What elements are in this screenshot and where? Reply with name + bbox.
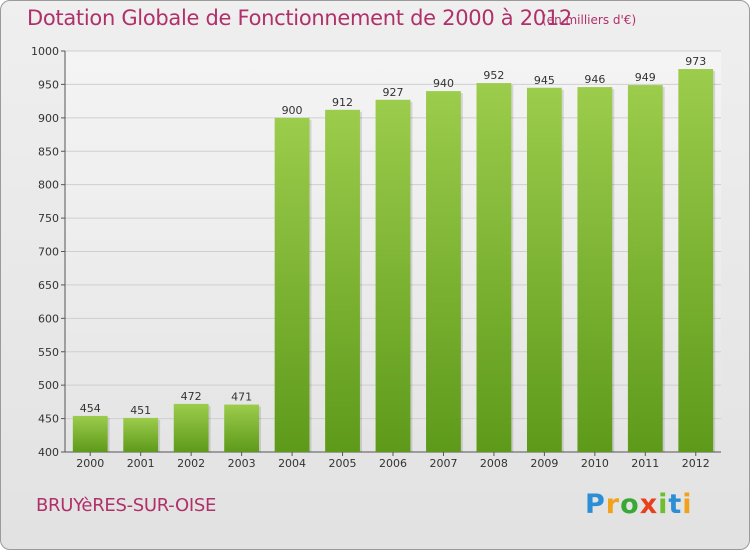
bar [72,415,108,452]
y-tick-label: 450 [38,413,59,426]
bar [325,109,360,453]
x-tick-label: 2006 [379,457,407,470]
x-tick-label: 2003 [228,457,256,470]
data-label: 472 [181,390,202,403]
x-tick-label: 2002 [177,457,205,470]
y-tick-label: 650 [38,279,59,292]
bar [123,417,159,452]
y-tick-label: 750 [38,212,59,225]
y-tick-label: 500 [38,379,59,392]
bar [678,69,714,453]
x-tick-label: 2007 [429,457,457,470]
y-tick-label: 400 [38,446,59,459]
data-label: 952 [483,69,504,82]
data-label: 946 [584,73,605,86]
bar [526,87,562,452]
bar [627,85,663,453]
y-tick-label: 1000 [31,45,59,58]
data-label: 973 [685,55,706,68]
chart-unit: (en milliers d'€) [542,13,637,27]
town-name: BRUYèRES-SUR-OISE [36,495,217,516]
bar [173,403,209,452]
bars [72,69,716,453]
y-tick-label: 950 [38,78,59,91]
x-tick-label: 2009 [530,457,558,470]
data-label: 900 [282,104,303,117]
x-tick-label: 2010 [581,457,609,470]
x-tick-label: 2000 [76,457,104,470]
bar [476,83,512,452]
data-label: 927 [383,86,404,99]
data-label: 940 [433,77,454,90]
x-tick-label: 2005 [329,457,357,470]
data-label: 945 [534,74,555,87]
axes: 400 450 500 550 600 650 700 750 800 850 900 950 1000… [31,45,721,470]
y-tick-label: 800 [38,179,59,192]
data-label: 949 [635,71,656,84]
data-labels: 454 451 472 471 900 912 927 940 952 945 946 949 973 [80,55,707,417]
x-tick-label: 2012 [682,457,710,470]
y-tick-label: 850 [38,145,59,158]
y-tick-label: 900 [38,112,59,125]
data-label: 454 [80,402,101,415]
proxiti-logo: Proxiti [585,489,693,520]
y-tick-label: 700 [38,246,59,259]
y-tick-label: 550 [38,346,59,359]
data-label: 471 [231,391,252,404]
y-tick-label: 600 [38,312,59,325]
chart-title: Dotation Globale de Fonctionnement de 20… [27,6,572,30]
bar [274,117,310,452]
data-label: 912 [332,96,353,109]
bar [426,91,461,452]
bar [224,404,260,452]
x-tick-label: 2001 [127,457,155,470]
bar [375,99,411,452]
data-label: 451 [130,404,151,417]
x-tick-label: 2011 [631,457,659,470]
x-tick-label: 2008 [480,457,508,470]
bar [577,87,613,452]
x-tick-label: 2004 [278,457,306,470]
